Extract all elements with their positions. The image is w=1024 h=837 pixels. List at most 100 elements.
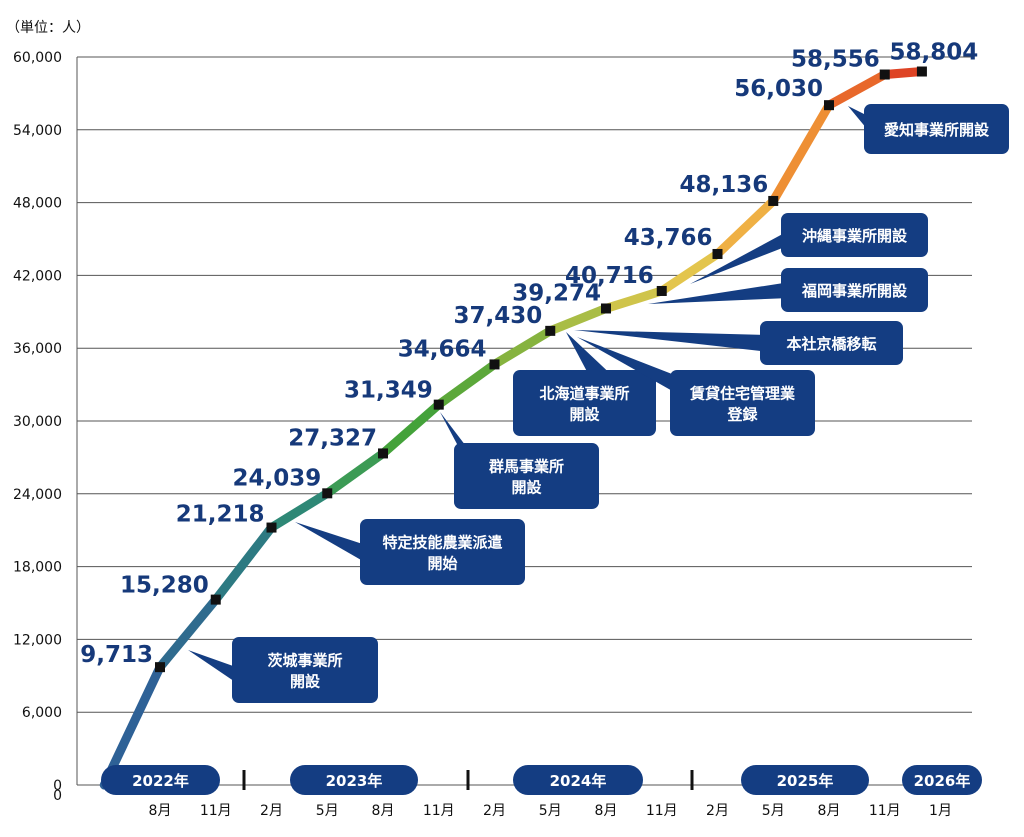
- series-segment: [601, 286, 667, 313]
- data-label: 58,804: [890, 40, 979, 66]
- year-band: 2022年: [101, 765, 220, 795]
- x-tick-label: 11月: [200, 803, 232, 819]
- year-pill: [741, 765, 869, 795]
- data-point: [656, 285, 667, 296]
- series-segment: [155, 595, 221, 672]
- data-label: 37,430: [453, 303, 542, 329]
- data-point: [712, 248, 723, 259]
- year-label: 2024年: [550, 772, 607, 790]
- data-point: [210, 594, 221, 605]
- y-tick-label: 12,000: [13, 632, 62, 648]
- x-tick-label: 2月: [706, 803, 729, 819]
- series-segment: [322, 448, 388, 498]
- data-point: [768, 195, 779, 206]
- x-tick-label: 8月: [149, 803, 172, 819]
- x-tick-label: 8月: [372, 803, 395, 819]
- annotation-text: 特定技能農業派遣: [382, 534, 502, 552]
- annotation-text: 開始: [427, 555, 457, 573]
- y-tick-label: 6,000: [22, 705, 62, 721]
- annotation-callout: 本社京橋移転: [574, 321, 903, 365]
- annotation-box: [670, 370, 815, 436]
- annotation-box: [360, 519, 525, 585]
- year-label: 2026年: [914, 772, 971, 790]
- year-pill: [290, 765, 418, 795]
- series-line: [99, 67, 927, 790]
- series-segment: [545, 303, 611, 336]
- series-segment: [657, 249, 722, 296]
- data-label: 9,713: [80, 642, 153, 668]
- y-tick-label: 60,000: [13, 50, 62, 66]
- y-tick-label: 30,000: [13, 414, 62, 430]
- year-pill: [101, 765, 220, 795]
- data-point: [824, 100, 834, 111]
- x-tick-label: 1月: [929, 803, 952, 819]
- x-tick-label: 5月: [316, 803, 339, 819]
- data-label: 34,664: [398, 336, 487, 362]
- y-tick-label: 48,000: [13, 196, 62, 212]
- data-point: [916, 66, 927, 77]
- year-band: 2026年: [902, 765, 982, 795]
- data-point: [489, 359, 500, 370]
- series-segment: [434, 359, 499, 410]
- series-segment: [211, 523, 276, 605]
- annotation-text: 福岡事業所開設: [801, 282, 908, 300]
- annotation-box: [781, 268, 928, 312]
- y-tick-label: 0: [53, 788, 62, 804]
- data-label: 43,766: [624, 225, 713, 251]
- data-point: [879, 69, 890, 80]
- series-segment: [490, 326, 555, 369]
- data-label: 27,327: [288, 425, 377, 451]
- data-point: [378, 448, 388, 459]
- data-label: 15,280: [120, 573, 209, 599]
- annotation-pointer: [648, 282, 790, 304]
- annotation-callout: 沖縄事業所開設: [690, 213, 928, 284]
- year-label: 2022年: [132, 772, 189, 790]
- annotation-box: [781, 213, 928, 257]
- annotation-pointer: [574, 330, 770, 352]
- x-tick-label: 8月: [595, 803, 618, 819]
- annotation-callout: 福岡事業所開設: [648, 268, 928, 312]
- data-label: 31,349: [344, 378, 433, 404]
- x-tick-label: 11月: [423, 803, 455, 819]
- y-tick-label: 18,000: [13, 560, 62, 576]
- year-pill: [513, 765, 643, 795]
- annotation-callout: 愛知事業所開設: [848, 104, 1009, 154]
- data-point: [601, 303, 611, 314]
- annotation-text: 北海道事業所: [539, 385, 629, 403]
- series-segment: [824, 70, 890, 110]
- year-label: 2025年: [777, 772, 834, 790]
- annotation-text: 沖縄事業所開設: [802, 227, 908, 245]
- y-tick-label: 36,000: [13, 341, 62, 357]
- annotation-box: [864, 104, 1009, 154]
- annotation-pointer: [577, 337, 690, 401]
- annotation-box: [454, 443, 599, 509]
- y-tick-label: 24,000: [13, 487, 62, 503]
- data-point: [155, 662, 165, 673]
- y-tick-label: 42,000: [13, 268, 62, 284]
- year-band: 2023年: [290, 765, 418, 795]
- data-label: 58,556: [791, 47, 880, 73]
- annotation-text: 開設: [511, 479, 542, 497]
- series-segment: [267, 488, 332, 533]
- data-point: [266, 522, 277, 533]
- annotation-box: [760, 321, 903, 365]
- year-band: 2024年: [513, 765, 643, 795]
- series-segment: [713, 196, 778, 259]
- annotation-text: 群馬事業所: [489, 458, 564, 476]
- annotation-box: [232, 637, 378, 703]
- y-tick-label: 54,000: [13, 123, 62, 139]
- series-segment: [880, 67, 927, 80]
- data-label: 40,716: [565, 263, 654, 289]
- year-pill: [902, 765, 982, 795]
- data-label: 48,136: [679, 172, 768, 198]
- data-point: [433, 399, 444, 410]
- series-segment: [378, 400, 444, 458]
- annotation-text: 茨城事業所: [267, 652, 342, 670]
- data-label: 21,218: [176, 502, 265, 528]
- data-label: 56,030: [734, 76, 823, 102]
- x-tick-label: 2月: [483, 803, 506, 819]
- annotation-pointer: [566, 332, 618, 381]
